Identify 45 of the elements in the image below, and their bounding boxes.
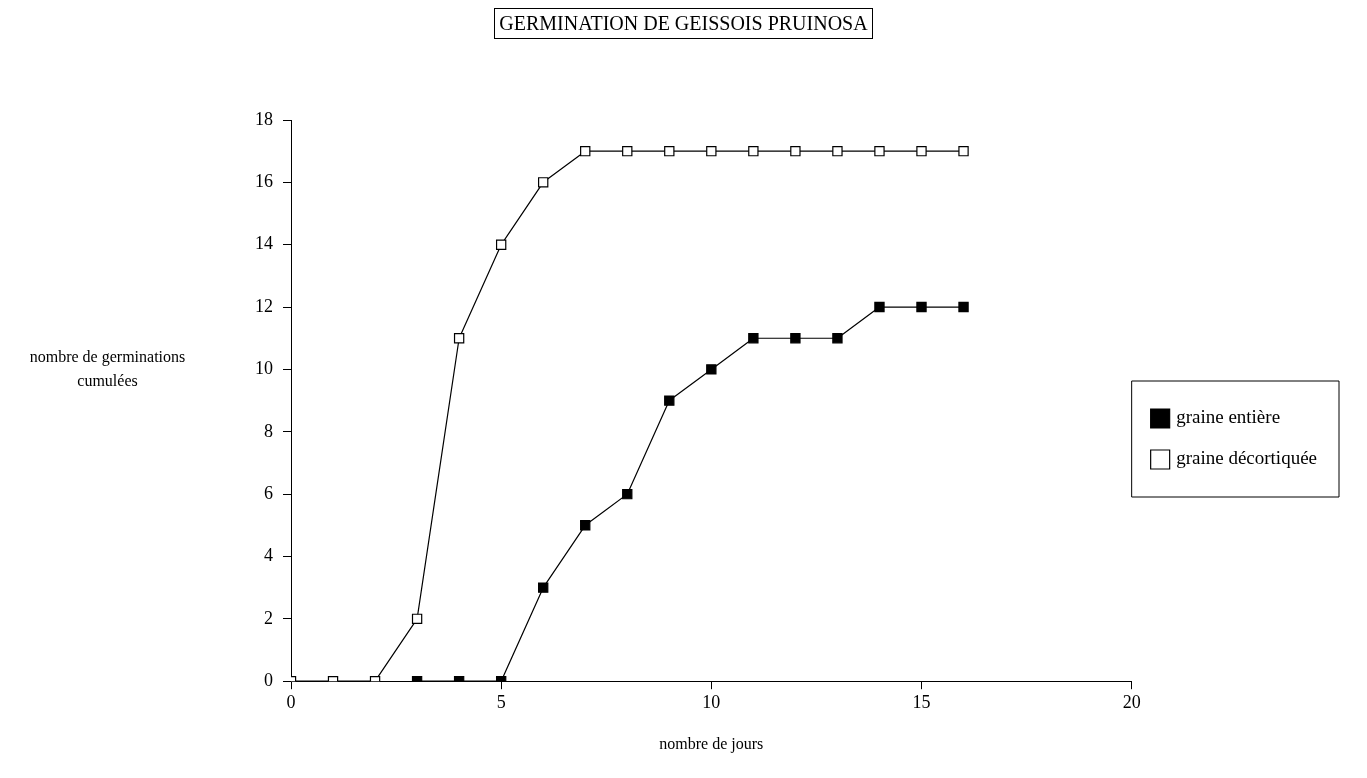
point bbox=[580, 145, 591, 157]
x-tick-label: 20 bbox=[1122, 691, 1141, 712]
y-tick-label: 12 bbox=[255, 295, 273, 316]
x-tick-label: 15 bbox=[912, 691, 931, 712]
y-tick-label: 14 bbox=[255, 233, 273, 254]
y-tick-label: 4 bbox=[264, 545, 273, 566]
legend-label: graine décortiquée bbox=[1176, 447, 1317, 469]
point bbox=[958, 301, 969, 313]
chart-title: GERMINATION DE GEISSOIS PRUINOSA bbox=[494, 8, 873, 39]
point bbox=[874, 301, 885, 313]
point bbox=[958, 145, 969, 157]
point bbox=[790, 333, 801, 344]
point bbox=[453, 333, 465, 344]
point bbox=[916, 145, 927, 157]
y-tick-label: 16 bbox=[255, 171, 273, 192]
point bbox=[664, 145, 675, 157]
point bbox=[622, 488, 633, 500]
x-axis-title: nombre de jours bbox=[659, 734, 764, 753]
point bbox=[580, 520, 591, 531]
legend-label: graine entière bbox=[1176, 406, 1281, 428]
point bbox=[411, 613, 423, 625]
point bbox=[664, 395, 675, 406]
point bbox=[538, 177, 549, 188]
point bbox=[874, 145, 885, 157]
point bbox=[622, 145, 633, 157]
y-tick-label: 0 bbox=[264, 669, 273, 690]
y-tick-label: 2 bbox=[264, 607, 273, 628]
x-tick-label: 10 bbox=[702, 691, 721, 712]
point bbox=[832, 145, 843, 157]
point bbox=[538, 582, 549, 593]
point bbox=[706, 364, 717, 375]
point bbox=[495, 239, 507, 250]
point bbox=[916, 301, 927, 313]
point bbox=[748, 333, 759, 344]
x-tick-label: 5 bbox=[496, 691, 506, 712]
point bbox=[748, 145, 759, 157]
y-tick-label: 10 bbox=[255, 358, 273, 379]
y-tick-label: 8 bbox=[264, 420, 273, 441]
x-tick-label: 0 bbox=[286, 691, 296, 712]
y-axis-title: nombre de germinations cumulées bbox=[28, 347, 187, 391]
point bbox=[790, 145, 801, 157]
y-tick-label: 6 bbox=[264, 482, 273, 503]
point bbox=[706, 145, 717, 157]
point bbox=[832, 333, 843, 344]
y-tick-label: 18 bbox=[255, 108, 273, 129]
